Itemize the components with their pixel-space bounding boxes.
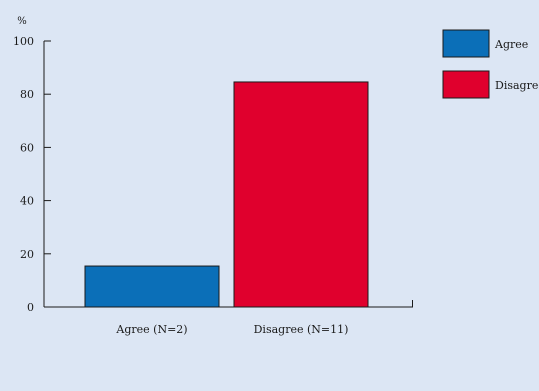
y-tick-label: 40 [20, 195, 34, 208]
legend-swatch [442, 29, 490, 58]
legend-label: Disagree [495, 79, 539, 92]
y-tick-label: 0 [27, 301, 34, 314]
y-tick-label: 100 [13, 35, 34, 48]
legend-swatch [442, 70, 490, 99]
y-tick-label: 80 [20, 88, 34, 101]
y-axis-ticks: 0 20 40 60 80 100 [13, 35, 51, 314]
y-unit-label: % [17, 16, 27, 27]
bars-group [84, 81, 369, 308]
bar [233, 81, 369, 308]
y-tick-label: 20 [20, 248, 34, 261]
y-tick-label: 60 [20, 141, 34, 154]
category-label: Agree (N=2) [115, 323, 187, 336]
legend: Agree Disagree [442, 29, 539, 99]
category-label: Disagree (N=11) [254, 323, 349, 336]
bar [84, 265, 220, 308]
category-labels: Agree (N=2) Disagree (N=11) [115, 323, 348, 336]
legend-label: Agree [494, 38, 528, 51]
